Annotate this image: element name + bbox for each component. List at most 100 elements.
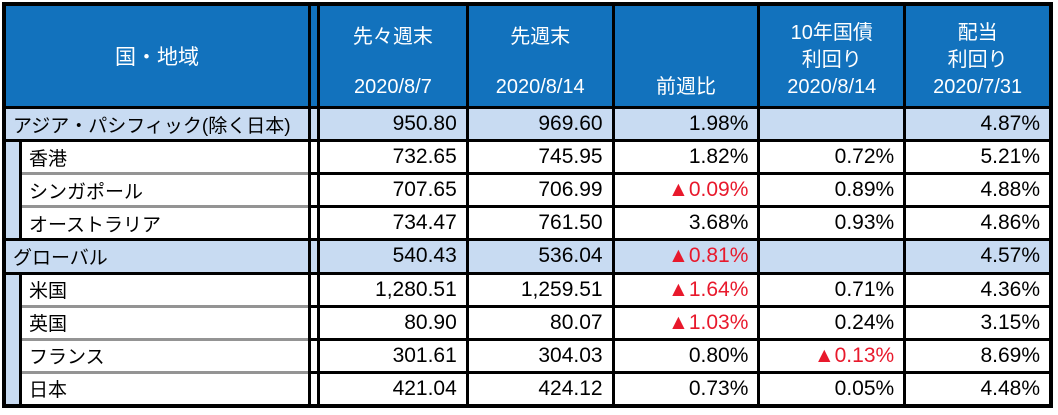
prev-week-value: 80.07 [465, 304, 612, 338]
spacer-cell [308, 337, 320, 371]
prev2-week-value: 1,280.51 [320, 271, 466, 305]
bond-yield-value: 0.24% [757, 304, 904, 338]
country-name: 日本 [22, 370, 308, 404]
country-name: 米国 [22, 271, 308, 305]
prev-week-value: 536.04 [465, 238, 612, 272]
table-header-row: 国・地域 先々週末 2020/8/7 先週末 2020/8/14 前週比 10年… [6, 6, 1049, 106]
header-dividend-yield: 配当 利回り 2020/7/31 [903, 6, 1049, 106]
dividend-yield-value: 4.86% [903, 205, 1049, 239]
country-name: シンガポール [22, 172, 308, 206]
table-row-country: 日本 421.04 424.12 0.73% 0.05% 4.48% [6, 370, 1049, 404]
bond-yield-value: 0.93% [757, 205, 904, 239]
bond-yield-value [757, 238, 904, 272]
prev2-week-value: 950.80 [320, 106, 466, 140]
indent-strip [6, 205, 22, 239]
country-name: オーストラリア [22, 205, 308, 239]
bond-yield-value: 0.72% [757, 139, 904, 173]
header-country-region-label: 国・地域 [115, 46, 199, 69]
table-row-country: 香港 732.65 745.95 1.82% 0.72% 5.21% [6, 139, 1049, 173]
wow-change-value: ▲0.81% [611, 238, 758, 272]
wow-change-value: 3.68% [611, 205, 758, 239]
spacer-cell [308, 370, 320, 404]
header-week-over-week-label: 前週比 [655, 76, 716, 98]
header-week-over-week: 前週比 [611, 6, 758, 106]
prev2-week-value: 421.04 [320, 370, 466, 404]
bond-yield-value: 0.71% [757, 271, 904, 305]
dividend-yield-value: 4.87% [903, 106, 1049, 140]
spacer-cell [308, 172, 320, 206]
header-10y-bond-date: 2020/8/14 [787, 76, 877, 98]
prev-week-value: 761.50 [465, 205, 612, 239]
spacer-cell [308, 139, 320, 173]
dividend-yield-value: 4.88% [903, 172, 1049, 206]
prev-week-value: 304.03 [465, 337, 612, 371]
wow-change-value: ▲1.64% [611, 271, 758, 305]
header-prev2-weekend-label: 先々週末 [352, 26, 433, 48]
spacer-cell [308, 205, 320, 239]
dividend-yield-value: 4.48% [903, 370, 1049, 404]
spacer-cell [308, 106, 320, 140]
prev-week-value: 745.95 [465, 139, 612, 173]
spacer-cell [308, 238, 320, 272]
bond-yield-value: 0.89% [757, 172, 904, 206]
header-10y-bond-line1: 10年国債 [790, 22, 873, 44]
prev-week-value: 706.99 [465, 172, 612, 206]
bond-yield-value [757, 106, 904, 140]
region-name: グローバル [6, 238, 308, 272]
header-country-region: 国・地域 [6, 6, 308, 106]
table-row-country: 米国 1,280.51 1,259.51 ▲1.64% 0.71% 4.36% [6, 271, 1049, 305]
spacer-cell [308, 304, 320, 338]
spacer-cell [308, 271, 320, 305]
table-row-country: 英国 80.90 80.07 ▲1.03% 0.24% 3.15% [6, 304, 1049, 338]
country-name: フランス [22, 337, 308, 371]
prev2-week-value: 734.47 [320, 205, 466, 238]
indent-strip [6, 304, 22, 338]
header-10y-bond-yield: 10年国債 利回り 2020/8/14 [757, 6, 903, 106]
header-prev-weekend: 先週末 2020/8/14 [465, 6, 612, 106]
prev2-week-value: 707.65 [320, 172, 466, 205]
indent-strip [6, 370, 22, 404]
table-row-region: グローバル 540.43 536.04 ▲0.81% 4.57% [6, 238, 1049, 272]
table-row-country: シンガポール 707.65 706.99 ▲0.09% 0.89% 4.88% [6, 172, 1049, 206]
prev2-week-value: 540.43 [320, 238, 466, 272]
table-row-region: アジア・パシフィック(除く日本) 950.80 969.60 1.98% 4.8… [6, 106, 1049, 140]
country-name: 香港 [22, 139, 308, 173]
prev-week-value: 1,259.51 [465, 271, 612, 305]
dividend-yield-value: 3.15% [903, 304, 1049, 338]
wow-change-value: 1.98% [611, 106, 758, 140]
header-dividend-date: 2020/7/31 [933, 76, 1023, 98]
header-prev2-weekend-date: 2020/8/7 [353, 76, 432, 98]
wow-change-value: 1.82% [611, 139, 758, 173]
wow-change-value: ▲1.03% [611, 304, 758, 338]
prev-week-value: 969.60 [465, 106, 612, 140]
header-spacer-cell [308, 6, 320, 106]
bond-yield-value: ▲0.13% [757, 337, 904, 371]
indent-strip [6, 139, 22, 173]
prev2-week-value: 732.65 [320, 139, 466, 172]
reit-index-table: 国・地域 先々週末 2020/8/7 先週末 2020/8/14 前週比 10年… [2, 2, 1053, 408]
header-10y-bond-line2: 利回り [801, 49, 862, 71]
wow-change-value: 0.73% [611, 370, 758, 404]
dividend-yield-value: 8.69% [903, 337, 1049, 371]
dividend-yield-value: 4.36% [903, 271, 1049, 305]
prev2-week-value: 301.61 [320, 337, 466, 371]
dividend-yield-value: 5.21% [903, 139, 1049, 173]
header-prev2-weekend: 先々週末 2020/8/7 [320, 6, 466, 106]
prev-week-value: 424.12 [465, 370, 612, 404]
table-row-country: フランス 301.61 304.03 0.80% ▲0.13% 8.69% [6, 337, 1049, 371]
indent-strip [6, 172, 22, 206]
prev2-week-value: 80.90 [320, 304, 466, 338]
header-dividend-line1: 配当 [957, 22, 998, 44]
header-dividend-line2: 利回り [947, 49, 1008, 71]
indent-strip [6, 337, 22, 371]
region-name: アジア・パシフィック(除く日本) [6, 106, 308, 140]
indent-strip [6, 271, 22, 305]
header-prev-weekend-date: 2020/8/14 [495, 76, 585, 98]
wow-change-value: ▲0.09% [611, 172, 758, 206]
table-row-country: オーストラリア 734.47 761.50 3.68% 0.93% 4.86% [6, 205, 1049, 239]
header-prev-weekend-label: 先週末 [510, 26, 571, 48]
wow-change-value: 0.80% [611, 337, 758, 371]
bond-yield-value: 0.05% [757, 370, 904, 404]
country-name: 英国 [22, 304, 308, 338]
dividend-yield-value: 4.57% [903, 238, 1049, 272]
